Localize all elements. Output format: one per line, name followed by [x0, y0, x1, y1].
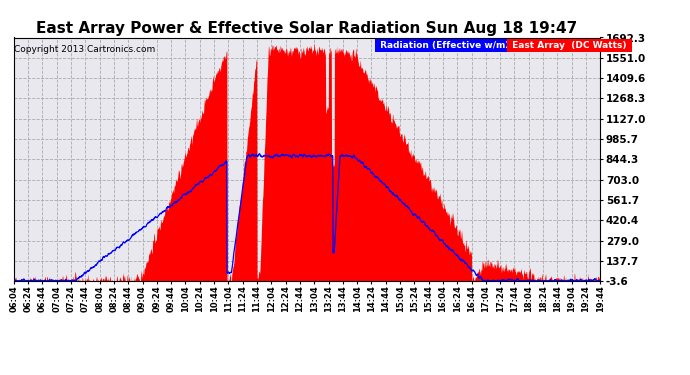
Title: East Array Power & Effective Solar Radiation Sun Aug 18 19:47: East Array Power & Effective Solar Radia…: [37, 21, 578, 36]
Text: Radiation (Effective w/m2): Radiation (Effective w/m2): [377, 41, 520, 50]
Text: Copyright 2013 Cartronics.com: Copyright 2013 Cartronics.com: [14, 45, 156, 54]
Text: East Array  (DC Watts): East Array (DC Watts): [509, 41, 630, 50]
